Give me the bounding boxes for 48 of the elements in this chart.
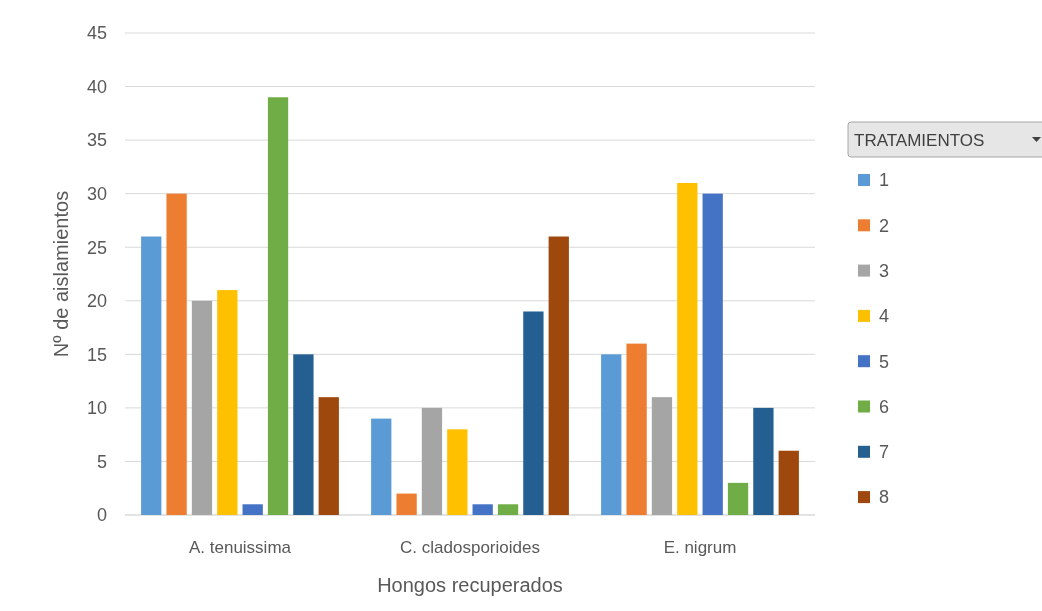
bar — [626, 343, 647, 515]
y-tick-label: 0 — [96, 505, 107, 526]
legend-label: 6 — [879, 396, 890, 417]
x-axis-title: Hongos recuperados — [377, 574, 563, 596]
legend-label: 5 — [879, 351, 890, 372]
bar — [267, 97, 289, 515]
x-tick-label: A. tenuissima — [188, 538, 292, 557]
bar — [141, 236, 162, 515]
bar — [242, 504, 263, 515]
bar — [778, 450, 799, 515]
y-tick-label: 35 — [86, 130, 107, 151]
bar — [421, 407, 443, 515]
legend-label: 7 — [879, 442, 890, 463]
bar — [497, 504, 519, 515]
legend-label: 4 — [879, 306, 890, 327]
bar — [702, 193, 723, 515]
bar — [166, 193, 187, 515]
legend-label: 1 — [879, 170, 890, 191]
y-tick-label: 40 — [86, 76, 107, 97]
y-tick-label: 30 — [86, 183, 107, 204]
bar — [523, 311, 544, 515]
x-tick-label: C. cladosporioides — [400, 538, 540, 557]
legend-label: 3 — [879, 260, 890, 281]
bar — [677, 182, 698, 515]
y-tick-label: 15 — [86, 344, 107, 365]
bar — [447, 429, 468, 515]
bar — [727, 482, 749, 515]
bar — [548, 236, 569, 515]
y-axis-title: Nº de aislamientos — [50, 190, 72, 358]
bar — [293, 354, 314, 515]
y-tick-label: 20 — [86, 291, 107, 312]
legend-label: 8 — [879, 487, 890, 508]
bar — [601, 354, 622, 515]
y-tick-label: 25 — [86, 237, 107, 258]
bar — [753, 407, 774, 515]
bar — [191, 300, 213, 515]
bar — [651, 397, 673, 515]
legend-label: 2 — [879, 215, 890, 236]
y-tick-label: 5 — [96, 451, 107, 472]
legend-title: TRATAMIENTOS — [854, 130, 985, 150]
y-tick-label: 10 — [86, 398, 107, 419]
bar — [472, 504, 493, 515]
bar — [217, 290, 238, 515]
x-tick-label: E. nigrum — [663, 538, 737, 557]
bar — [371, 418, 392, 515]
bar — [318, 397, 339, 515]
y-tick-label: 45 — [86, 23, 107, 44]
bar — [396, 493, 417, 515]
